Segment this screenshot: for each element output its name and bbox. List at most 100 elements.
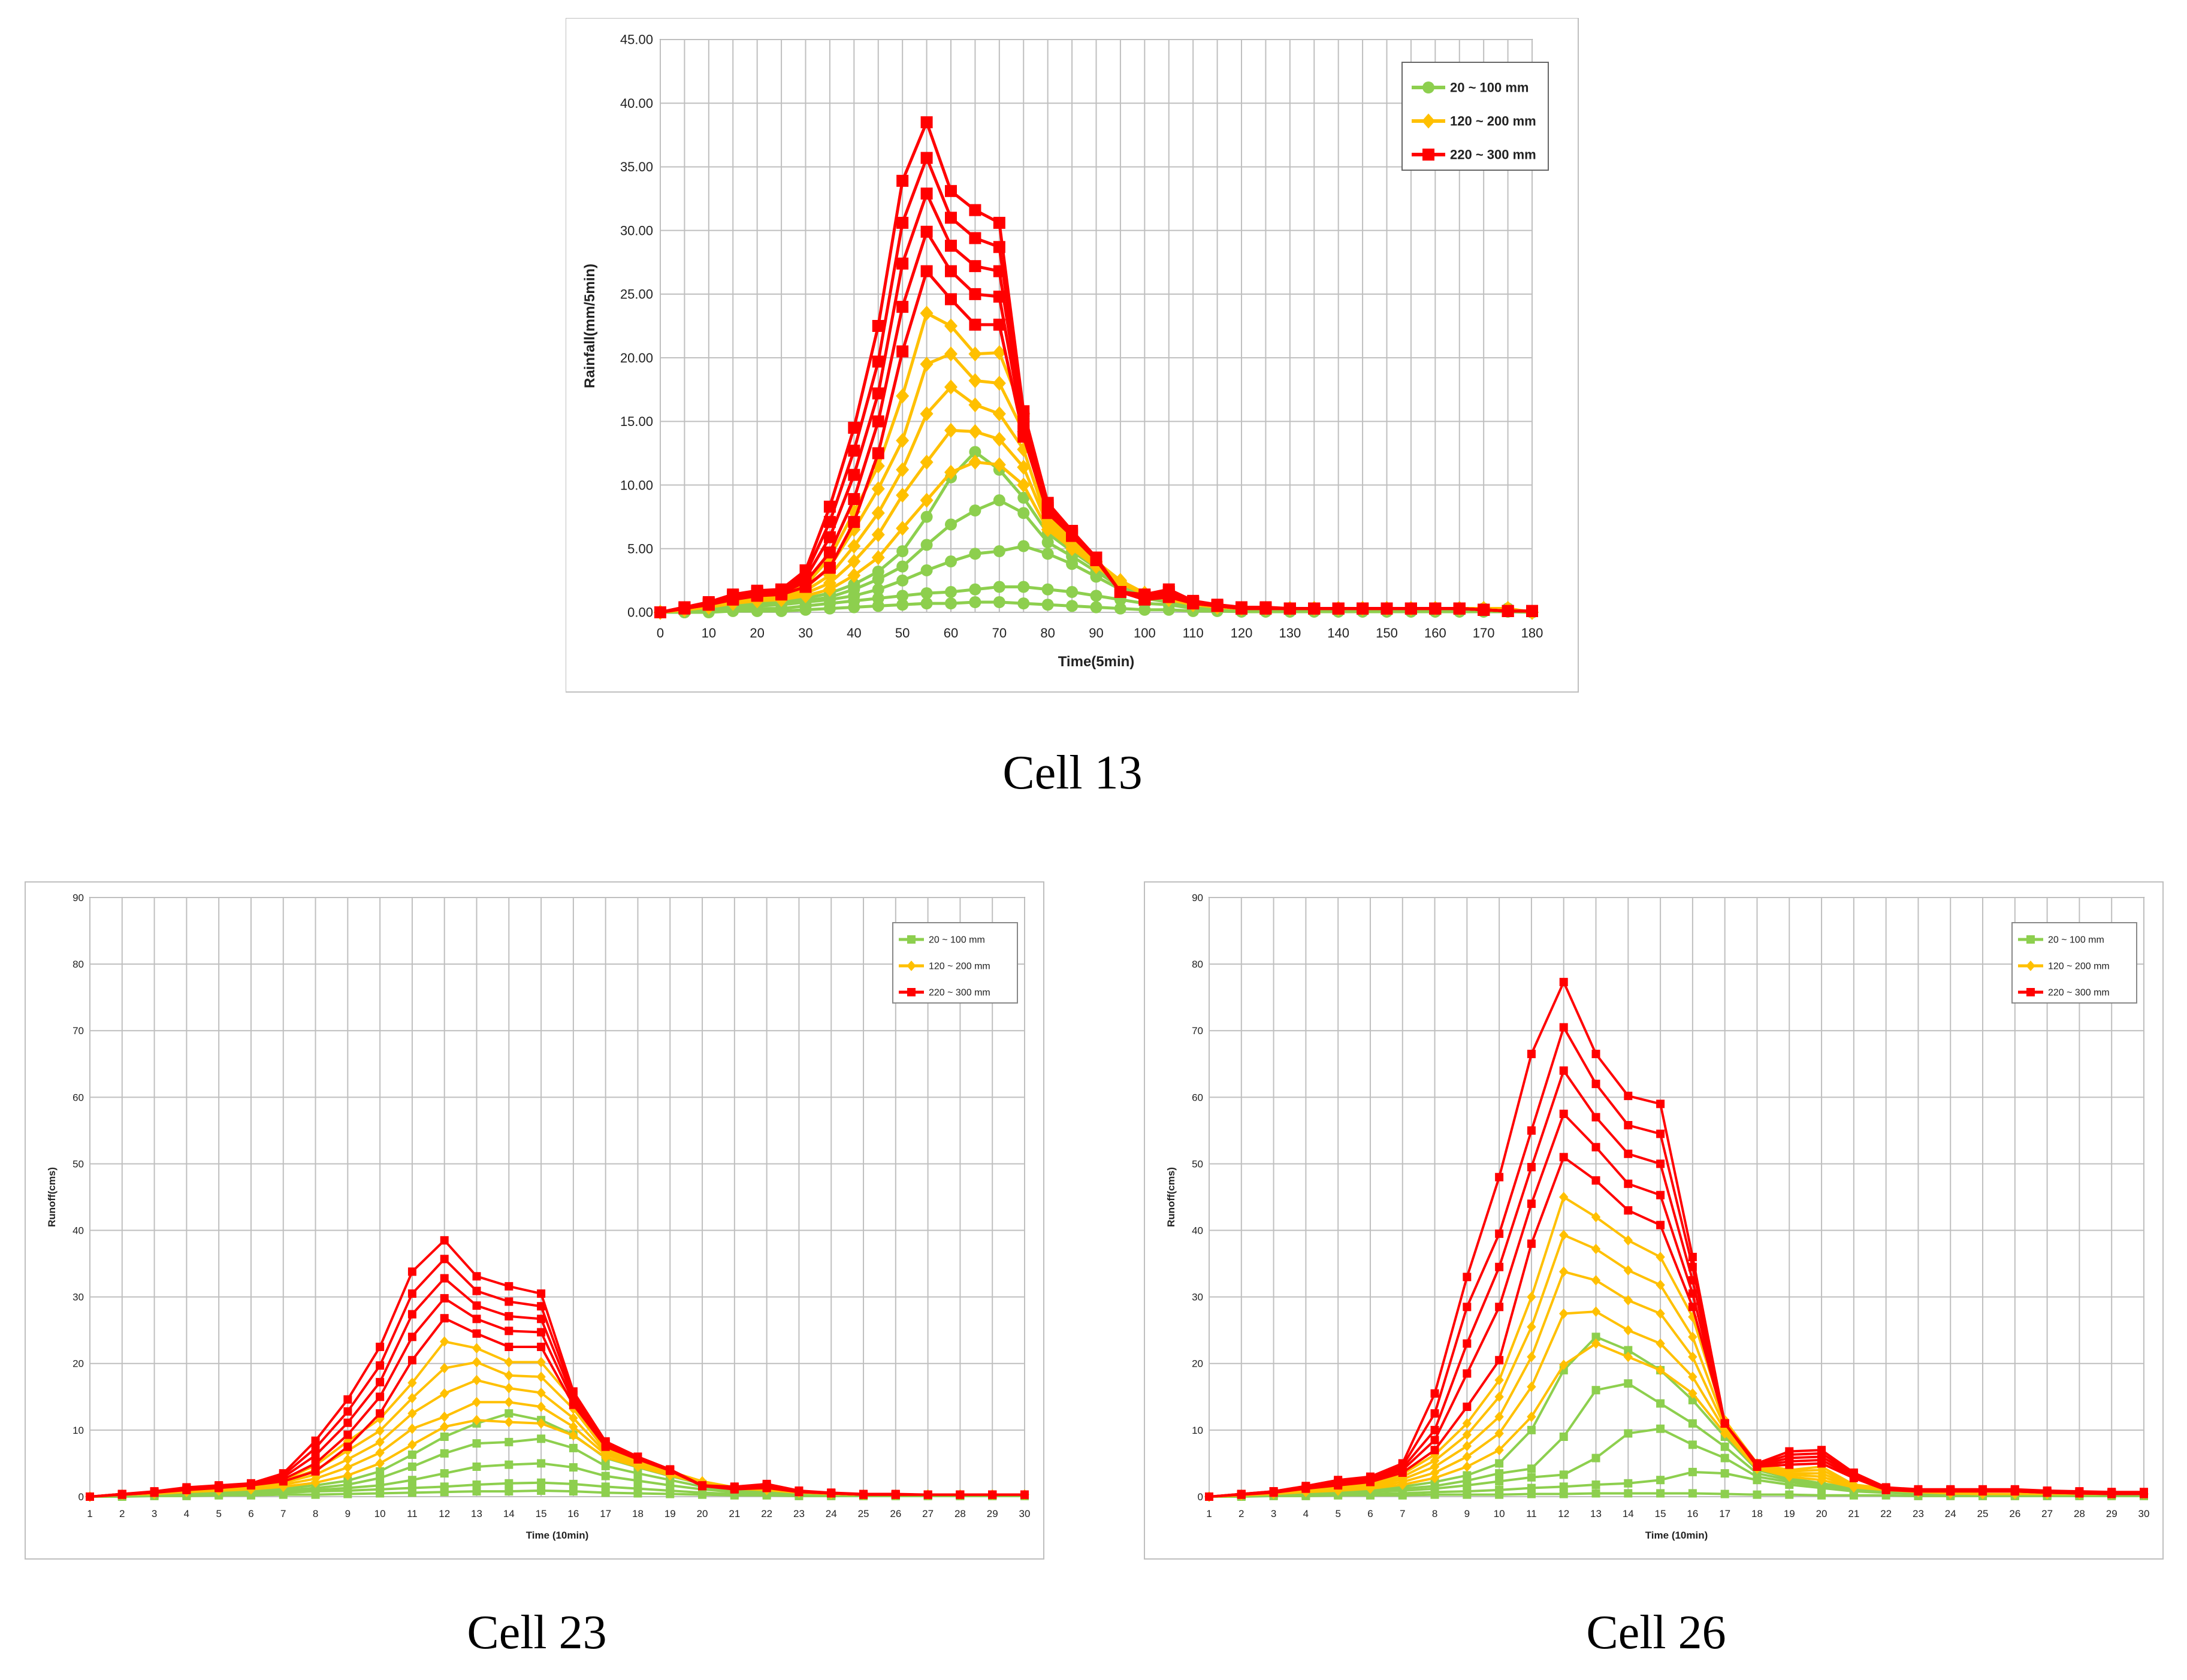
data-point — [1559, 1023, 1568, 1032]
data-point — [505, 1409, 513, 1418]
data-point — [896, 560, 909, 573]
data-point — [920, 116, 933, 129]
data-point — [440, 1388, 449, 1399]
data-point — [1753, 1490, 1762, 1499]
data-point — [872, 320, 884, 332]
x-tick-label: 24 — [826, 1508, 837, 1519]
x-tick-label: 20 — [1816, 1508, 1827, 1519]
x-tick-label: 170 — [1473, 626, 1495, 640]
data-point — [993, 216, 1005, 229]
data-point — [1495, 1173, 1504, 1182]
data-point — [1236, 601, 1247, 614]
data-point — [1688, 1440, 1697, 1449]
data-point — [1591, 1176, 1600, 1185]
y-tick-label: 70 — [73, 1025, 84, 1037]
data-point — [992, 406, 1006, 422]
data-point — [1259, 601, 1272, 614]
data-point — [1817, 1446, 1826, 1455]
data-point — [117, 1489, 126, 1498]
data-point — [1527, 1351, 1536, 1362]
data-point — [848, 492, 860, 505]
data-point — [569, 1387, 578, 1396]
x-tick-label: 27 — [922, 1508, 934, 1519]
data-point — [1624, 1346, 1633, 1355]
x-tick-label: 11 — [1526, 1508, 1537, 1519]
data-point — [968, 424, 982, 439]
data-point — [848, 421, 860, 434]
data-point — [569, 1413, 578, 1424]
data-point — [896, 590, 909, 602]
data-point — [1090, 551, 1102, 564]
chart-root: 0.00 5.00 10.00 15.00 20.00 25.00 30.00 35.00 40… — [566, 18, 1579, 693]
y-tick-label: 60 — [1192, 1092, 1203, 1103]
data-point — [923, 1490, 932, 1499]
x-tick-label: 6 — [248, 1508, 253, 1519]
x-tick-label: 29 — [2106, 1508, 2117, 1519]
data-point — [569, 1421, 578, 1433]
data-point — [1066, 586, 1079, 599]
data-point — [376, 1361, 385, 1370]
data-point — [440, 1421, 449, 1433]
data-point — [1624, 1479, 1633, 1488]
data-point — [1591, 1489, 1600, 1498]
y-tick-label: 80 — [1192, 959, 1203, 970]
data-point — [945, 293, 957, 306]
data-point — [920, 152, 933, 164]
data-point — [847, 554, 861, 569]
data-point — [1527, 1163, 1536, 1171]
data-point — [762, 1479, 771, 1488]
data-point — [1656, 1338, 1665, 1349]
data-point — [1404, 602, 1417, 615]
data-point — [1559, 1110, 1568, 1119]
data-point — [472, 1415, 482, 1425]
data-point — [536, 1387, 546, 1398]
data-point — [1527, 1464, 1536, 1473]
data-point — [601, 1471, 610, 1480]
y-tick-label: 5.00 — [627, 541, 653, 556]
data-point — [440, 1314, 449, 1323]
data-point — [969, 204, 981, 216]
data-point — [945, 240, 957, 252]
data-point — [969, 596, 981, 609]
data-point — [1162, 583, 1175, 596]
data-point — [343, 1462, 353, 1473]
legend: 20 ~ 100 mm 120 ~ 200 mm 220 ~ 300 mm — [2011, 922, 2137, 1004]
data-point — [896, 488, 910, 503]
x-tick-label: 16 — [567, 1508, 579, 1519]
data-point — [407, 1483, 416, 1492]
data-point — [896, 216, 909, 229]
data-point — [1559, 1489, 1568, 1498]
x-tick-label: 17 — [1719, 1508, 1730, 1519]
legend-entry: 220 ~ 300 mm — [2018, 988, 2110, 998]
data-point — [993, 596, 1005, 609]
data-point — [1688, 1331, 1697, 1343]
data-point — [1688, 1253, 1697, 1261]
data-point — [311, 1443, 320, 1452]
data-point — [945, 586, 957, 599]
data-point — [698, 1481, 707, 1490]
data-point — [1688, 1351, 1697, 1362]
data-point — [536, 1356, 546, 1368]
data-point — [1656, 1159, 1665, 1168]
data-point — [279, 1469, 288, 1478]
x-tick-label: 12 — [439, 1508, 450, 1519]
data-point — [1463, 1369, 1472, 1378]
x-tick-label: 26 — [2009, 1508, 2020, 1519]
data-point — [945, 597, 957, 610]
y-axis-label: Runoff(cms) — [1165, 1167, 1177, 1227]
data-point — [1527, 1126, 1536, 1135]
data-point — [1495, 1477, 1504, 1486]
y-tick-label: 50 — [1192, 1158, 1203, 1170]
legend-entry: 20 ~ 100 mm — [1412, 80, 1529, 95]
data-point — [1495, 1262, 1504, 1271]
data-point — [1066, 525, 1079, 537]
data-point — [891, 1489, 900, 1498]
data-point — [1527, 1411, 1536, 1422]
x-tick-label: 110 — [1183, 626, 1204, 640]
data-point — [1430, 1446, 1439, 1455]
x-tick-label: 2 — [1239, 1508, 1244, 1519]
data-point — [536, 1418, 546, 1429]
x-tick-label: 40 — [847, 626, 861, 640]
